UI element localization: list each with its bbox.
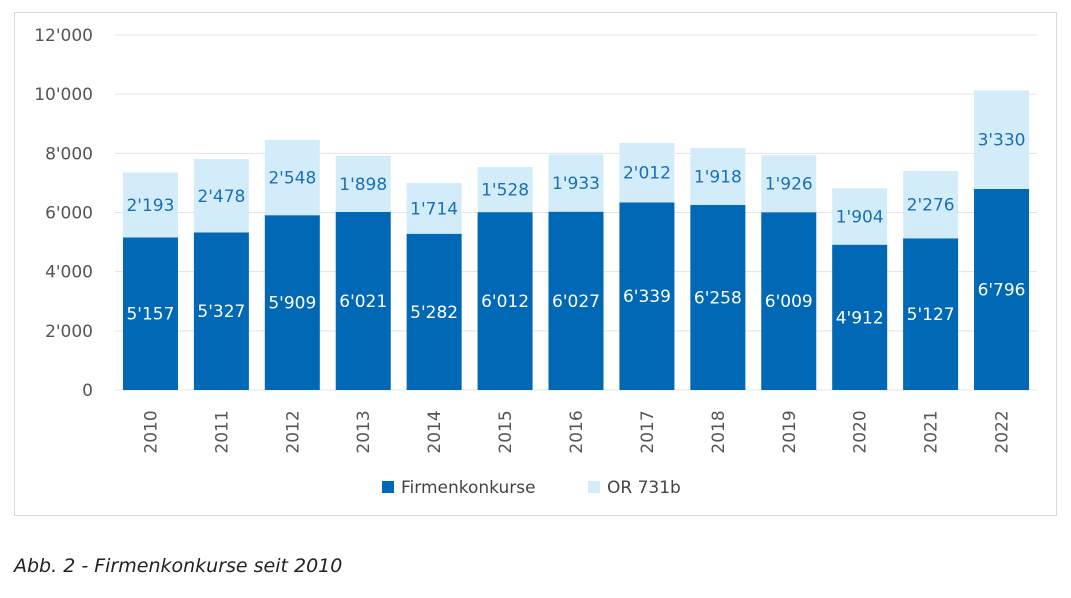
data-label-firmenkonkurse: 5'157 [126,305,174,325]
y-tick-label: 2'000 [45,322,93,342]
bar-firmenkonkurse [122,237,178,390]
data-label-or731b: 1'918 [694,167,742,187]
x-tick-label: 2021 [922,410,942,453]
data-label-firmenkonkurse: 5'327 [197,302,245,322]
data-label-or731b: 1'904 [836,208,884,228]
x-axis-ticks: 2010 2011 2012 2013 2014 2015 2016 2017 2018 2019… [141,410,1012,453]
data-label-or731b: 1'528 [481,181,529,201]
data-labels: 5'157 2'193 5'327 2'478 5'909 2'548 6'021 1'898… [126,131,1025,329]
data-label-firmenkonkurse: 6'027 [552,292,600,312]
bar-firmenkonkurse [619,202,675,390]
data-label-firmenkonkurse: 5'909 [268,294,316,314]
data-label-firmenkonkurse: 5'127 [907,305,955,325]
bar-or731b [974,90,1030,189]
figure-caption: Abb. 2 - Firmenkonkurse seit 2010 [14,555,343,577]
data-label-firmenkonkurse: 6'258 [694,288,742,308]
legend-swatch-firmenkonkurse [382,481,394,493]
data-label-firmenkonkurse: 6'796 [978,280,1026,300]
chart-frame: 0 2'000 4'000 6'000 8'000 10'000 12'000 5'157 2… [14,12,1057,516]
y-tick-label: 6'000 [45,204,93,224]
data-label-or731b: 3'330 [978,131,1026,151]
bar-or731b [477,166,533,213]
bar-firmenkonkurse [974,188,1030,390]
data-label-or731b: 2'012 [623,164,671,184]
bar-firmenkonkurse [903,238,959,390]
bar-or731b [903,170,959,239]
y-axis-ticks: 0 2'000 4'000 6'000 8'000 10'000 12'000 [34,26,93,401]
y-tick-label: 8'000 [45,144,93,164]
data-label-or731b: 2'478 [197,187,245,207]
data-label-firmenkonkurse: 4'912 [836,308,884,328]
bar-firmenkonkurse [406,233,462,390]
bar-or731b [122,172,178,238]
bar-or731b [619,142,675,203]
bar-firmenkonkurse [548,211,604,390]
data-label-or731b: 1'926 [765,175,813,195]
data-label-firmenkonkurse: 6'009 [765,292,813,312]
legend-label-or731b: OR 731b [607,478,681,498]
x-tick-label: 2019 [780,410,800,453]
data-label-firmenkonkurse: 6'339 [623,287,671,307]
data-label-or731b: 1'933 [552,174,600,194]
bar-or731b [193,159,249,233]
x-tick-label: 2016 [567,410,587,453]
bar-firmenkonkurse [477,212,533,390]
data-label-or731b: 2'548 [268,169,316,189]
bar-firmenkonkurse [832,244,888,390]
data-label-firmenkonkurse: 5'282 [410,303,458,323]
data-label-firmenkonkurse: 6'021 [339,292,387,312]
bar-firmenkonkurse [761,212,817,390]
y-tick-label: 12'000 [34,26,93,46]
x-tick-label: 2014 [425,410,445,453]
bar-or731b [264,139,320,216]
stacked-bar-chart: 0 2'000 4'000 6'000 8'000 10'000 12'000 5'157 2… [34,26,1037,498]
legend-label-firmenkonkurse: Firmenkonkurse [401,478,536,498]
x-tick-label: 2012 [283,410,303,453]
legend: Firmenkonkurse OR 731b [382,478,681,498]
x-tick-label: 2018 [709,410,729,453]
y-tick-label: 4'000 [45,263,93,283]
x-tick-label: 2015 [496,410,516,453]
bar-firmenkonkurse [690,204,746,390]
bar-firmenkonkurse [335,211,391,390]
data-label-or731b: 2'193 [126,196,174,216]
data-label-or731b: 2'276 [907,196,955,216]
bar-or731b [690,148,746,205]
bar-or731b [761,155,817,213]
y-tick-label: 0 [82,381,93,401]
data-label-or731b: 1'898 [339,175,387,195]
data-label-firmenkonkurse: 6'012 [481,292,529,312]
data-label-or731b: 1'714 [410,199,458,219]
bars [122,90,1030,390]
bar-or731b [832,188,888,245]
x-tick-label: 2020 [851,410,871,453]
x-tick-label: 2022 [993,410,1013,453]
x-tick-label: 2013 [354,410,374,453]
bar-or731b [406,183,462,234]
y-tick-label: 10'000 [34,85,93,105]
legend-swatch-or731b [588,481,600,493]
x-tick-label: 2017 [638,410,658,453]
x-tick-label: 2010 [141,410,161,453]
bar-firmenkonkurse [264,215,320,390]
bar-or731b [335,155,391,212]
bar-or731b [548,154,604,212]
bar-firmenkonkurse [193,232,249,390]
x-tick-label: 2011 [212,410,232,453]
